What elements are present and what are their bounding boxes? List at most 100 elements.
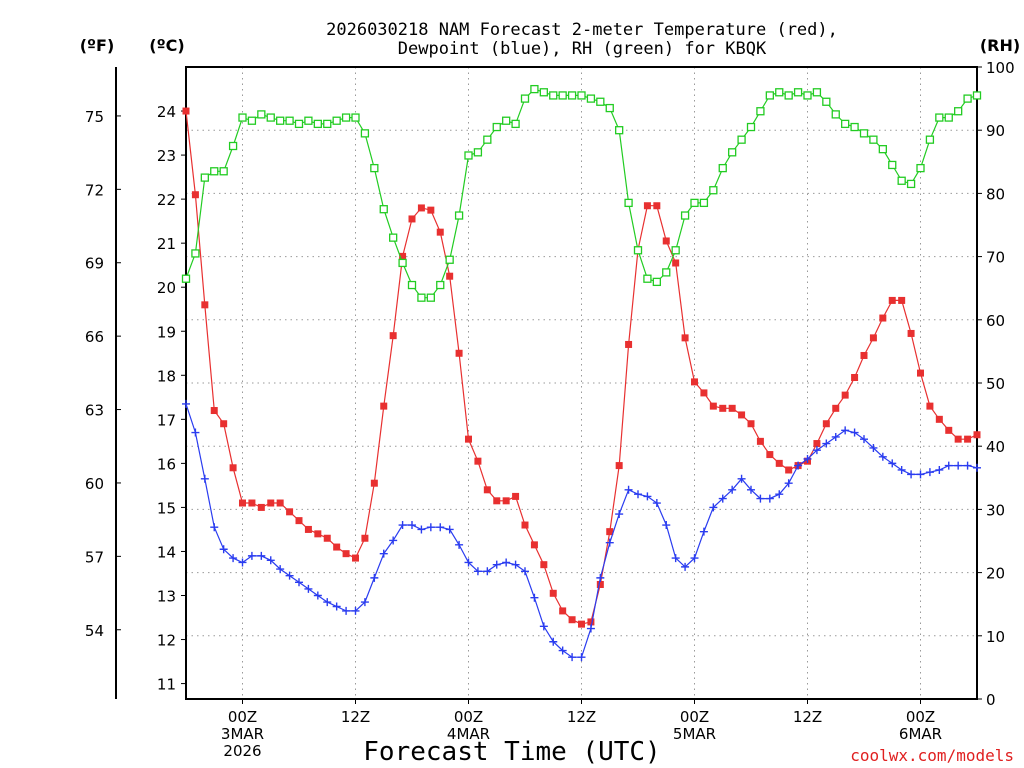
dewpoint-point bbox=[455, 540, 464, 549]
dewpoint-point bbox=[304, 584, 313, 593]
rh-point bbox=[370, 163, 379, 173]
2-meter-temperature-point bbox=[766, 451, 774, 459]
rh-tick-label: 30 bbox=[986, 501, 1005, 519]
time-tick-label: 2026 bbox=[223, 742, 261, 760]
dewpoint-point bbox=[935, 465, 944, 474]
2-meter-temperature-point bbox=[738, 411, 746, 419]
rh-point bbox=[784, 91, 793, 100]
2-meter-temperature-point bbox=[446, 272, 454, 280]
dewpoint-point bbox=[408, 521, 416, 530]
rh-point bbox=[567, 91, 577, 100]
celsius-tick-label: 21 bbox=[157, 235, 176, 253]
x-axis-title: Forecast Time (UTC) bbox=[363, 737, 660, 767]
dewpoint-point bbox=[709, 503, 718, 512]
rh-tick-label: 40 bbox=[986, 438, 1005, 456]
dewpoint-point bbox=[596, 573, 605, 582]
axes: 0 10 20 30 40 50 60 70 80 90 100 11 12 13 14 15 16 17 18 19… bbox=[85, 59, 1015, 709]
2-meter-temperature-point bbox=[465, 435, 472, 443]
rh-point bbox=[539, 88, 548, 97]
dewpoint-point bbox=[266, 556, 275, 565]
fahrenheit-unit-label: (ºF) bbox=[80, 36, 115, 55]
2-meter-temperature-point bbox=[964, 435, 972, 443]
rh-point bbox=[925, 135, 935, 144]
2-meter-temperature-point bbox=[342, 550, 350, 558]
rh-tick-label: 0 bbox=[986, 691, 996, 709]
dewpoint-point bbox=[718, 494, 727, 503]
2-meter-temperature-point bbox=[917, 369, 924, 377]
dewpoint-point bbox=[897, 465, 906, 474]
time-tick-label: 00Z bbox=[228, 708, 257, 726]
time-tick-label: 6MAR bbox=[899, 725, 942, 743]
rh-point bbox=[530, 84, 539, 94]
time-tick-label: 5MAR bbox=[673, 725, 716, 743]
2-meter-temperature-point bbox=[512, 492, 520, 500]
dewpoint-point bbox=[841, 426, 850, 435]
dewpoint-point bbox=[944, 461, 953, 470]
dewpoint-point bbox=[295, 578, 303, 587]
rh-point bbox=[586, 94, 596, 103]
2-meter-temperature-point bbox=[747, 420, 755, 428]
rh-point bbox=[520, 94, 530, 103]
2-meter-temperature-point bbox=[408, 215, 416, 223]
rh-tick-label: 90 bbox=[986, 122, 1005, 140]
2-meter-temperature-point bbox=[643, 202, 651, 210]
2-meter-temperature-point bbox=[653, 202, 661, 210]
2-meter-temperature-point bbox=[578, 620, 585, 628]
2-meter-temperature-point bbox=[869, 334, 877, 342]
chart-title: 2026030218 NAM Forecast 2-meter Temperat… bbox=[326, 20, 838, 59]
2-meter-temperature-point bbox=[333, 543, 341, 551]
rh-tick-label: 80 bbox=[986, 185, 1005, 203]
rh-point bbox=[596, 97, 605, 106]
rh-point bbox=[191, 249, 200, 258]
rh-point bbox=[633, 246, 643, 255]
fahrenheit-tick-label: 66 bbox=[85, 328, 104, 346]
fahrenheit-tick-label: 54 bbox=[85, 622, 104, 640]
rh-point bbox=[266, 113, 275, 122]
time-tick-label: 12Z bbox=[793, 708, 822, 726]
dewpoint-point bbox=[728, 485, 737, 494]
time-tick-label: 00Z bbox=[680, 708, 709, 726]
rh-point bbox=[935, 113, 944, 122]
rh-point bbox=[963, 94, 972, 103]
chart-title-line-2: Dewpoint (blue), RH (green) for KBQK bbox=[398, 39, 767, 59]
rh-point bbox=[624, 198, 633, 208]
2-meter-temperature-point bbox=[615, 462, 623, 470]
rh-point bbox=[332, 116, 341, 125]
2-meter-temperature-point bbox=[785, 466, 793, 474]
2-meter-temperature-point bbox=[474, 457, 482, 465]
dewpoint-point bbox=[878, 452, 887, 461]
2-meter-temperature-point bbox=[709, 402, 717, 410]
source-credit: coolwx.com/models bbox=[850, 746, 1014, 765]
2-meter-temperature-point bbox=[530, 541, 538, 549]
dewpoint-point bbox=[276, 565, 285, 574]
rh-point bbox=[869, 135, 878, 144]
2-meter-temperature-point bbox=[201, 301, 209, 309]
2-meter-temperature-point bbox=[596, 580, 604, 588]
celsius-tick-label: 16 bbox=[157, 455, 176, 473]
2-meter-temperature-line bbox=[185, 110, 978, 625]
rh-point bbox=[341, 113, 351, 122]
dewpoint-point bbox=[379, 549, 388, 558]
2-meter-temperature-point bbox=[267, 499, 275, 507]
dewpoint-point bbox=[247, 551, 256, 560]
gridlines bbox=[186, 67, 977, 699]
dewpoint-point bbox=[313, 591, 322, 600]
rh-point bbox=[671, 246, 680, 255]
2-meter-temperature-point bbox=[719, 404, 727, 412]
dewpoint-point bbox=[586, 624, 595, 633]
2-meter-temperature-point bbox=[239, 499, 246, 507]
celsius-tick-label: 12 bbox=[157, 632, 176, 650]
rh-point bbox=[775, 88, 784, 97]
rh-point bbox=[944, 113, 953, 122]
dewpoint-point bbox=[436, 523, 445, 532]
2-meter-temperature-point bbox=[399, 252, 407, 260]
2-meter-temperature-point bbox=[568, 616, 576, 624]
fahrenheit-tick-label: 69 bbox=[85, 255, 104, 273]
2-meter-temperature-point bbox=[973, 431, 981, 439]
rh-point bbox=[360, 129, 370, 138]
2-meter-temperature-point bbox=[380, 402, 388, 410]
2-meter-temperature-point bbox=[898, 296, 906, 304]
2-meter-temperature-point bbox=[352, 554, 359, 562]
dewpoint-point bbox=[219, 545, 228, 554]
dewpoint-point bbox=[756, 494, 765, 503]
